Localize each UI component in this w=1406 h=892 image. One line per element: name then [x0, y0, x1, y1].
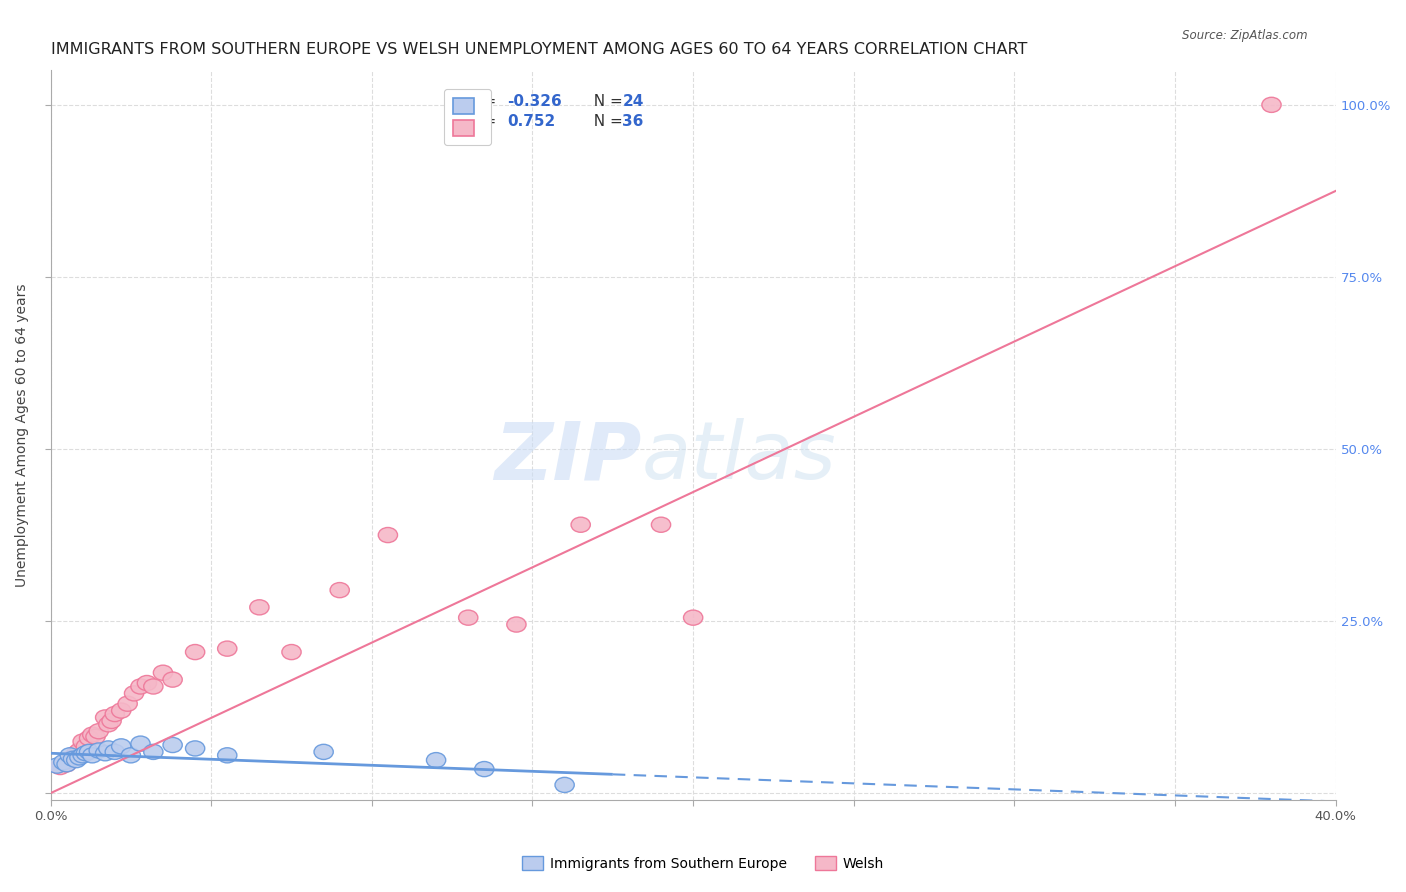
Ellipse shape	[58, 756, 76, 772]
Ellipse shape	[218, 641, 236, 657]
Ellipse shape	[314, 744, 333, 759]
Legend: Immigrants from Southern Europe, Welsh: Immigrants from Southern Europe, Welsh	[516, 851, 890, 876]
Ellipse shape	[73, 734, 93, 749]
Ellipse shape	[48, 758, 66, 773]
Text: atlas: atlas	[641, 418, 837, 496]
Text: R =: R =	[468, 94, 502, 109]
Ellipse shape	[163, 672, 183, 687]
Text: N =: N =	[583, 94, 627, 109]
Ellipse shape	[131, 736, 150, 751]
Ellipse shape	[60, 753, 80, 768]
Text: IMMIGRANTS FROM SOUTHERN EUROPE VS WELSH UNEMPLOYMENT AMONG AGES 60 TO 64 YEARS : IMMIGRANTS FROM SOUTHERN EUROPE VS WELSH…	[51, 42, 1026, 57]
Ellipse shape	[86, 729, 105, 744]
Ellipse shape	[98, 717, 118, 732]
Ellipse shape	[186, 741, 205, 756]
Ellipse shape	[73, 747, 93, 763]
Ellipse shape	[83, 727, 103, 742]
Ellipse shape	[70, 750, 89, 765]
Ellipse shape	[66, 753, 86, 768]
Text: 36: 36	[623, 114, 644, 129]
Ellipse shape	[281, 645, 301, 660]
Ellipse shape	[98, 741, 118, 756]
Ellipse shape	[458, 610, 478, 625]
Ellipse shape	[111, 703, 131, 718]
Ellipse shape	[121, 747, 141, 763]
Ellipse shape	[218, 747, 236, 763]
Ellipse shape	[378, 527, 398, 542]
Ellipse shape	[186, 645, 205, 660]
Ellipse shape	[96, 746, 115, 761]
Ellipse shape	[138, 675, 156, 690]
Ellipse shape	[80, 731, 98, 746]
Ellipse shape	[475, 762, 494, 777]
Ellipse shape	[651, 517, 671, 533]
Ellipse shape	[105, 744, 124, 759]
Ellipse shape	[250, 599, 269, 615]
Ellipse shape	[153, 665, 173, 681]
Text: 24: 24	[623, 94, 644, 109]
Ellipse shape	[143, 744, 163, 759]
Ellipse shape	[143, 679, 163, 694]
Text: N =: N =	[583, 114, 627, 129]
Legend: , : ,	[444, 89, 491, 145]
Ellipse shape	[555, 777, 574, 792]
Ellipse shape	[426, 753, 446, 768]
Ellipse shape	[1261, 97, 1281, 112]
Ellipse shape	[51, 759, 70, 774]
Ellipse shape	[63, 751, 83, 766]
Ellipse shape	[131, 679, 150, 694]
Ellipse shape	[105, 706, 124, 722]
Ellipse shape	[330, 582, 349, 598]
Ellipse shape	[70, 743, 89, 758]
Ellipse shape	[53, 755, 73, 770]
Ellipse shape	[89, 723, 108, 739]
Ellipse shape	[76, 746, 96, 761]
Ellipse shape	[89, 743, 108, 758]
Y-axis label: Unemployment Among Ages 60 to 64 years: Unemployment Among Ages 60 to 64 years	[15, 284, 30, 587]
Ellipse shape	[66, 746, 86, 761]
Ellipse shape	[506, 617, 526, 632]
Ellipse shape	[83, 747, 103, 763]
Ellipse shape	[60, 747, 80, 763]
Text: -0.326: -0.326	[506, 94, 561, 109]
Ellipse shape	[58, 756, 76, 772]
Ellipse shape	[118, 696, 138, 711]
Text: R =: R =	[468, 114, 506, 129]
Ellipse shape	[103, 714, 121, 729]
Ellipse shape	[111, 739, 131, 754]
Ellipse shape	[571, 517, 591, 533]
Ellipse shape	[683, 610, 703, 625]
Ellipse shape	[80, 744, 98, 759]
Ellipse shape	[63, 750, 83, 765]
Ellipse shape	[124, 686, 143, 701]
Ellipse shape	[96, 710, 115, 725]
Ellipse shape	[76, 739, 96, 754]
Text: Source: ZipAtlas.com: Source: ZipAtlas.com	[1182, 29, 1308, 42]
Text: 0.752: 0.752	[506, 114, 555, 129]
Ellipse shape	[163, 738, 183, 753]
Text: ZIP: ZIP	[495, 418, 641, 496]
